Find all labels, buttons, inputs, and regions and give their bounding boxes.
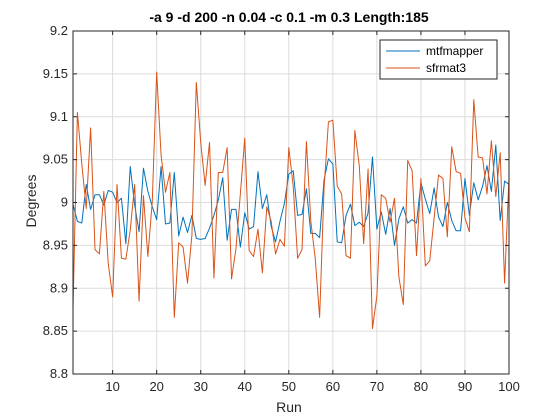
legend-box xyxy=(379,39,498,80)
y-tick-label: 9 xyxy=(61,195,68,210)
x-tick-label: 50 xyxy=(282,379,296,394)
x-axis-label: Run xyxy=(276,399,302,415)
series-group xyxy=(72,71,510,330)
series-line-mtfmapper xyxy=(72,144,510,248)
x-tick-labels: 10 20 30 40 50 60 70 80 90 100 xyxy=(105,379,519,394)
y-tick-label: 9.05 xyxy=(43,152,68,167)
legend: mtfmapper sfrmat3 xyxy=(379,39,498,80)
series-line-sfrmat3 xyxy=(72,71,510,330)
y-tick-label: 8.9 xyxy=(50,280,68,295)
chart-title: -a 9 -d 200 -n 0.04 -c 0.1 -m 0.3 Length… xyxy=(149,9,429,25)
tick-marks xyxy=(73,30,510,375)
y-tick-labels: 8.8 8.85 8.9 8.95 9 9.05 9.1 9.15 9.2 xyxy=(43,23,68,381)
y-tick-label: 8.95 xyxy=(43,237,68,252)
x-tick-label: 20 xyxy=(149,379,163,394)
y-axis-label: Degrees xyxy=(23,175,39,228)
x-tick-label: 70 xyxy=(370,379,384,394)
x-tick-label: 100 xyxy=(498,379,520,394)
plot-area: 10 20 30 40 50 60 70 80 90 100 8.8 8.85 8.9 8.95 9 9.0… xyxy=(43,23,520,394)
y-tick-label: 9.1 xyxy=(50,109,68,124)
x-tick-label: 90 xyxy=(458,379,472,394)
x-tick-label: 60 xyxy=(326,379,340,394)
y-tick-label: 9.15 xyxy=(43,66,68,81)
x-tick-label: 40 xyxy=(238,379,252,394)
legend-label-mtfmapper: mtfmapper xyxy=(426,44,483,58)
x-tick-label: 30 xyxy=(193,379,207,394)
legend-label-sfrmat3: sfrmat3 xyxy=(426,61,466,75)
x-tick-label: 10 xyxy=(105,379,119,394)
y-tick-label: 8.8 xyxy=(50,366,68,381)
y-tick-label: 9.2 xyxy=(50,23,68,38)
y-tick-label: 8.85 xyxy=(43,323,68,338)
x-tick-label: 80 xyxy=(414,379,428,394)
